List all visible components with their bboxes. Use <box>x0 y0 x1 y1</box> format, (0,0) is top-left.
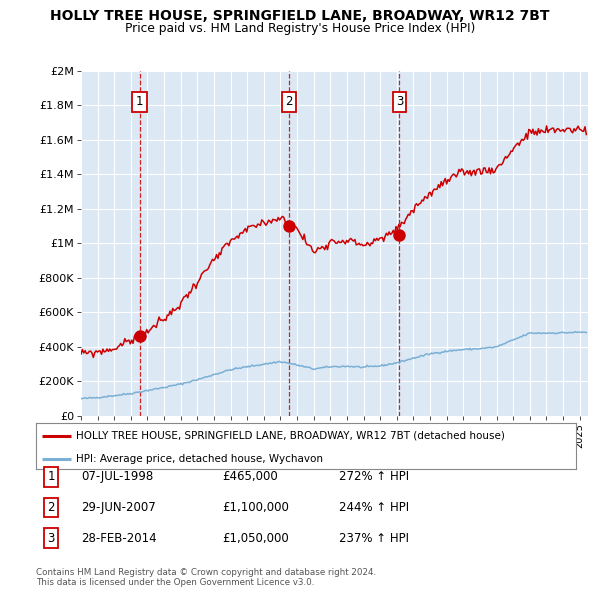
Text: HOLLY TREE HOUSE, SPRINGFIELD LANE, BROADWAY, WR12 7BT: HOLLY TREE HOUSE, SPRINGFIELD LANE, BROA… <box>50 9 550 23</box>
Text: Contains HM Land Registry data © Crown copyright and database right 2024.
This d: Contains HM Land Registry data © Crown c… <box>36 568 376 587</box>
Text: £1,050,000: £1,050,000 <box>222 532 289 545</box>
Text: HOLLY TREE HOUSE, SPRINGFIELD LANE, BROADWAY, WR12 7BT (detached house): HOLLY TREE HOUSE, SPRINGFIELD LANE, BROA… <box>77 431 505 441</box>
Text: 244% ↑ HPI: 244% ↑ HPI <box>339 501 409 514</box>
Text: 29-JUN-2007: 29-JUN-2007 <box>81 501 156 514</box>
Text: 237% ↑ HPI: 237% ↑ HPI <box>339 532 409 545</box>
Text: HPI: Average price, detached house, Wychavon: HPI: Average price, detached house, Wych… <box>77 454 323 464</box>
Text: 1: 1 <box>47 470 55 483</box>
Text: 28-FEB-2014: 28-FEB-2014 <box>81 532 157 545</box>
Text: Price paid vs. HM Land Registry's House Price Index (HPI): Price paid vs. HM Land Registry's House … <box>125 22 475 35</box>
Text: 3: 3 <box>47 532 55 545</box>
Text: 272% ↑ HPI: 272% ↑ HPI <box>339 470 409 483</box>
Text: 2: 2 <box>47 501 55 514</box>
Text: 1: 1 <box>136 96 143 109</box>
Text: £1,100,000: £1,100,000 <box>222 501 289 514</box>
Text: 3: 3 <box>396 96 403 109</box>
Text: 2: 2 <box>285 96 292 109</box>
Text: 07-JUL-1998: 07-JUL-1998 <box>81 470 153 483</box>
Text: £465,000: £465,000 <box>222 470 278 483</box>
